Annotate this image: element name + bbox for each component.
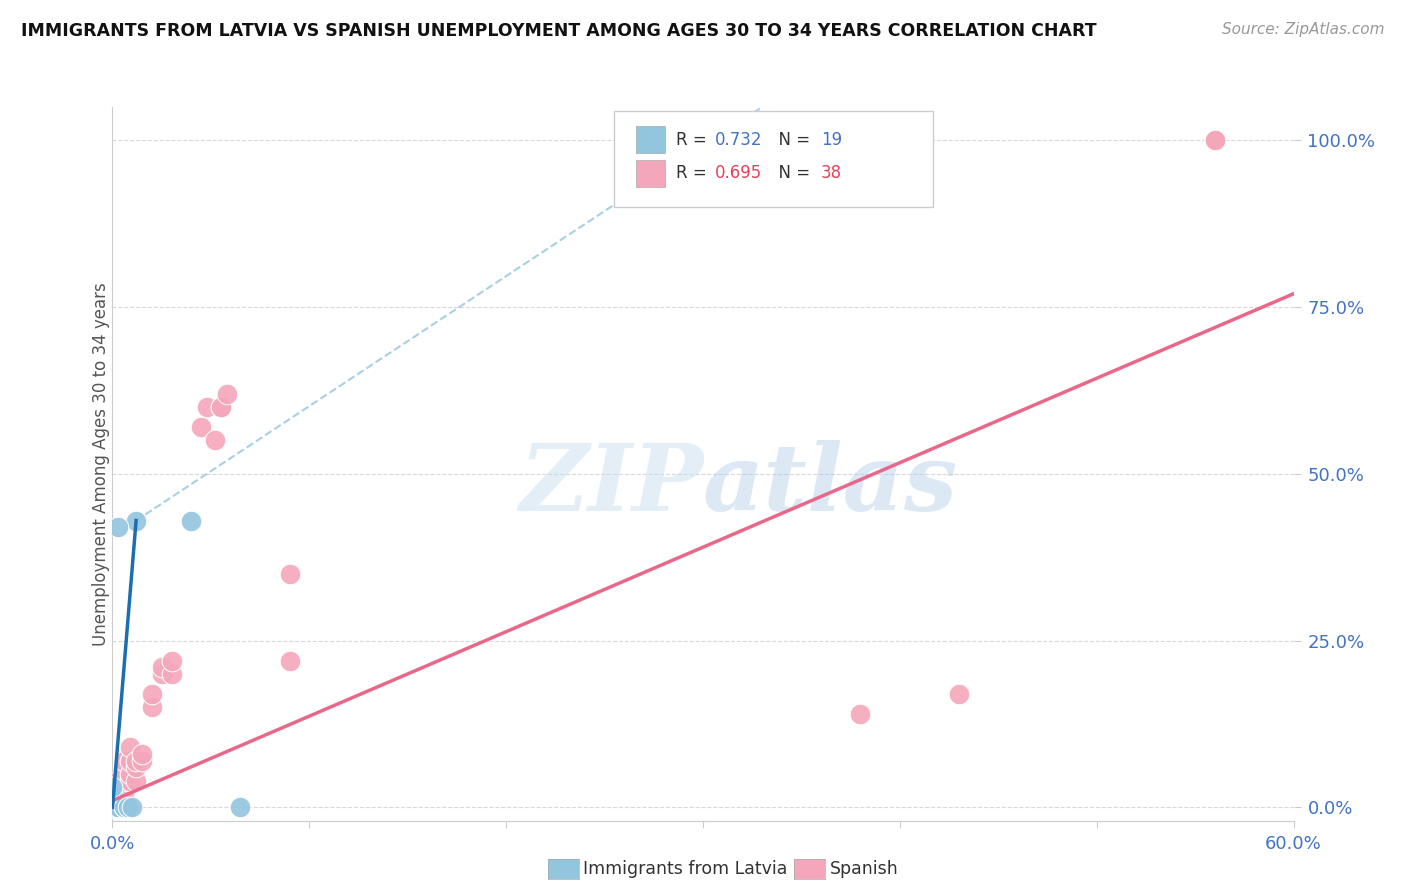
Point [120,773,142,788]
Point [229,800,252,814]
Point [120,767,142,781]
Point [107,800,129,814]
Point [204,434,226,448]
Point [101,800,124,814]
Point [215,386,238,401]
FancyBboxPatch shape [636,160,665,187]
Point [125,773,148,788]
Point [101,800,124,814]
Point [107,800,129,814]
Point [107,800,129,814]
Text: IMMIGRANTS FROM LATVIA VS SPANISH UNEMPLOYMENT AMONG AGES 30 TO 34 YEARS CORRELA: IMMIGRANTS FROM LATVIA VS SPANISH UNEMPL… [21,22,1097,40]
Point [141,700,163,714]
Point [120,740,142,755]
Text: R =: R = [676,131,711,149]
Point [101,800,124,814]
Point [1204,133,1226,147]
Point [107,520,129,534]
FancyBboxPatch shape [614,111,934,207]
FancyBboxPatch shape [636,127,665,153]
Text: atlas: atlas [703,441,959,530]
Point [160,667,183,681]
Point [160,654,183,668]
Point [101,794,124,808]
Point [112,787,135,801]
Point [101,800,124,814]
Point [278,566,301,581]
Point [101,800,124,814]
Point [120,754,142,768]
Text: R =: R = [676,164,711,182]
Point [112,800,135,814]
Text: 0.732: 0.732 [714,131,762,149]
Point [849,706,872,721]
Text: Immigrants from Latvia: Immigrants from Latvia [583,860,787,878]
Y-axis label: Unemployment Among Ages 30 to 34 years: Unemployment Among Ages 30 to 34 years [93,282,110,646]
Text: N =: N = [768,131,815,149]
Text: 38: 38 [821,164,842,182]
Point [195,400,218,414]
Point [101,780,124,795]
Point [180,514,202,528]
Point [948,687,970,701]
Point [101,800,124,814]
Point [131,747,153,761]
Point [101,800,124,814]
Point [209,400,232,414]
Text: 0.695: 0.695 [714,164,762,182]
Point [112,800,135,814]
Point [131,754,153,768]
Point [117,800,139,814]
Point [190,420,212,434]
Point [107,794,129,808]
Point [121,800,143,814]
Text: N =: N = [768,164,815,182]
Point [112,767,135,781]
Point [150,660,173,674]
Point [150,667,173,681]
Point [141,687,163,701]
Point [107,773,129,788]
Point [1204,133,1226,147]
Point [112,773,135,788]
Point [125,754,148,768]
Point [125,514,148,528]
Point [209,400,232,414]
Point [125,760,148,774]
Point [112,754,135,768]
Text: ZIP: ZIP [519,441,703,530]
Point [101,787,124,801]
Point [107,800,129,814]
Text: Source: ZipAtlas.com: Source: ZipAtlas.com [1222,22,1385,37]
Point [107,787,129,801]
Point [278,654,301,668]
Text: 19: 19 [821,131,842,149]
Text: Spanish: Spanish [830,860,898,878]
Point [101,800,124,814]
